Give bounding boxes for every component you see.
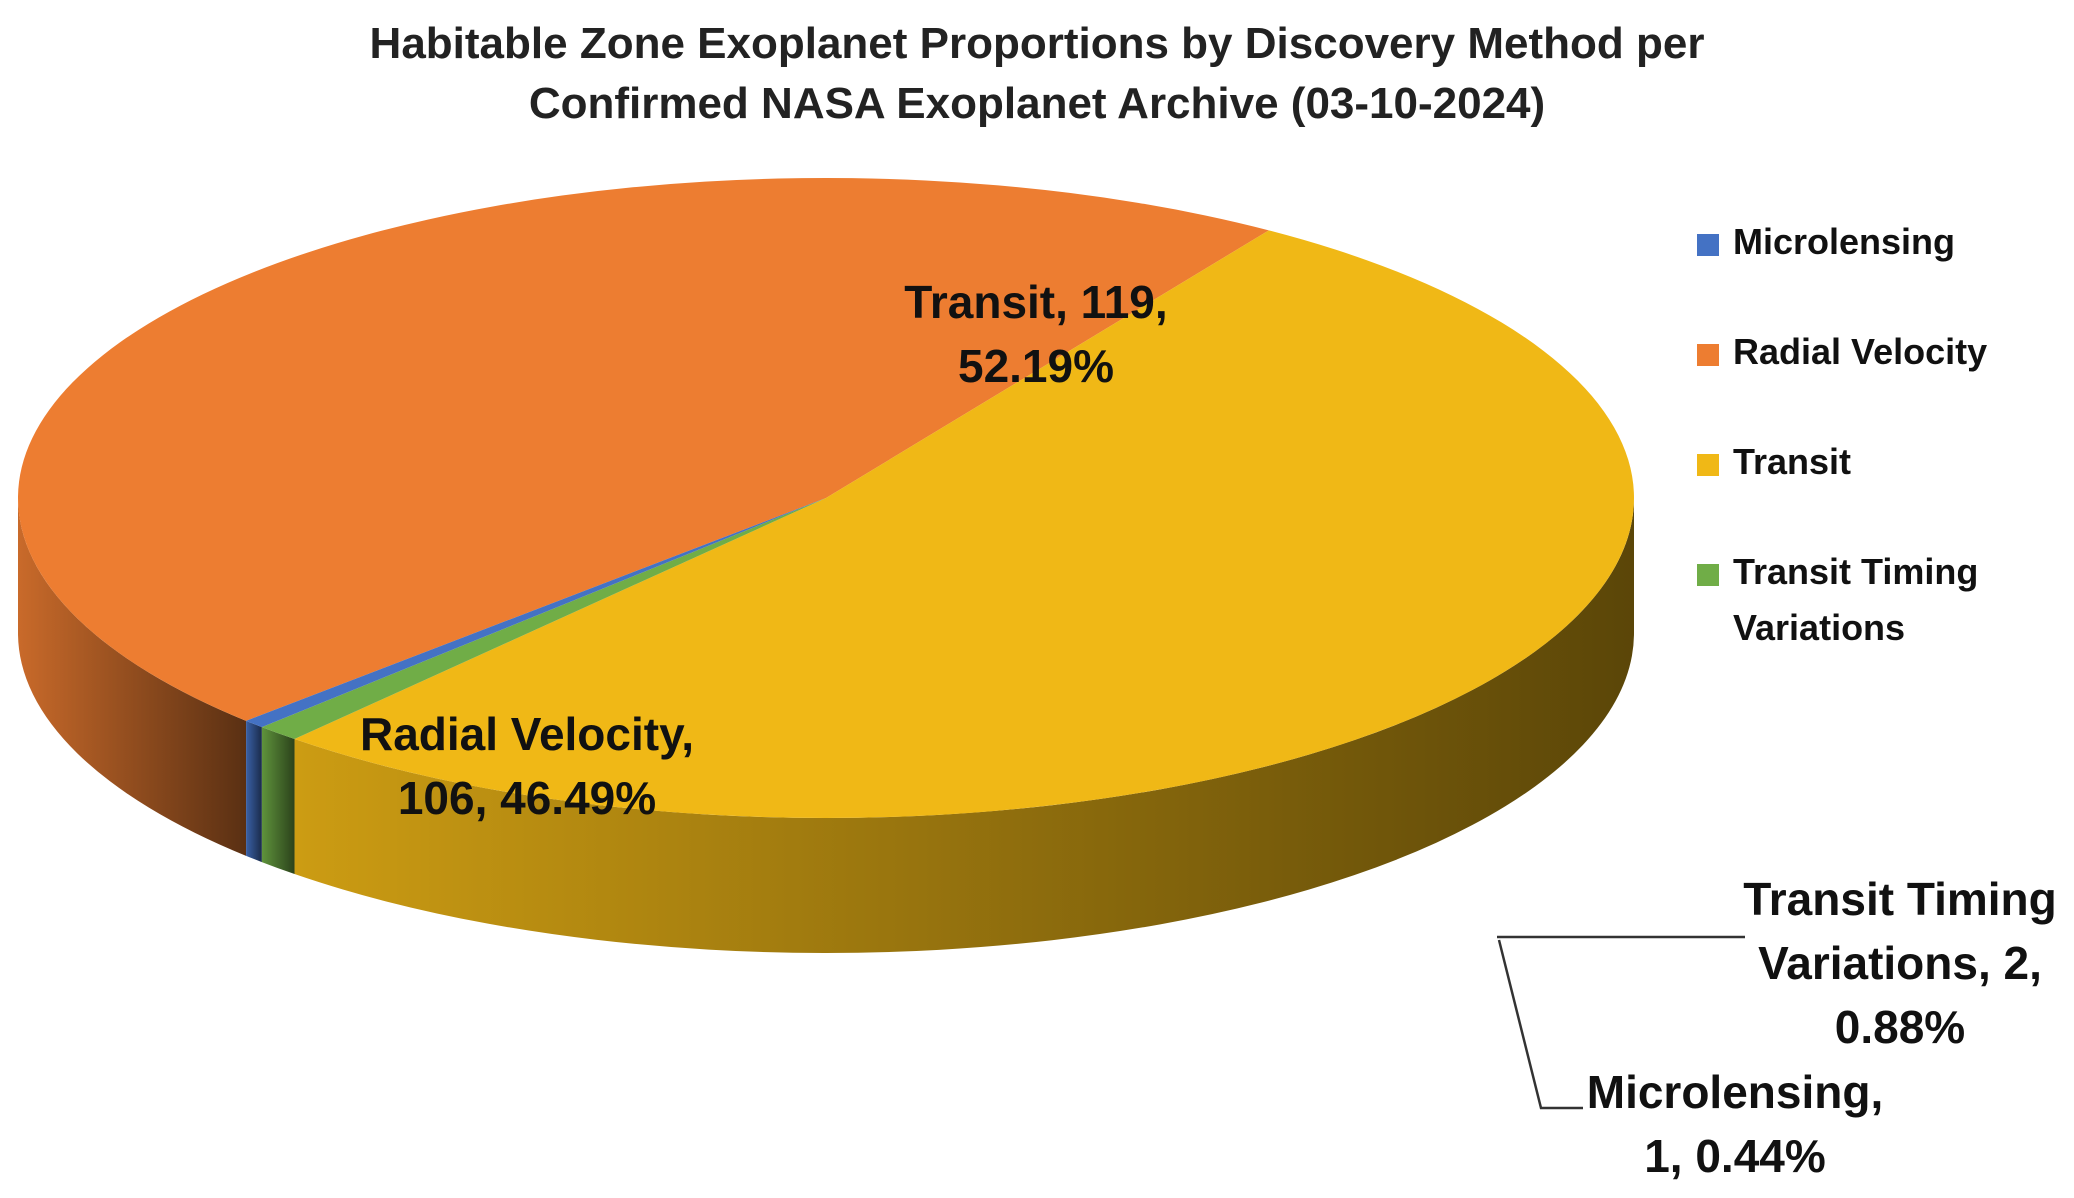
pie-side-radial-velocity — [18, 498, 247, 856]
legend-label-radial-velocity: Radial Velocity — [1733, 331, 1987, 372]
data-label-transit-timing-variations: Transit Timing Variations, 2, 0.88% — [1743, 873, 2057, 1053]
chart-title-line-1: Habitable Zone Exoplanet Proportions by … — [369, 19, 1705, 68]
legend-label-transit: Transit — [1733, 441, 1851, 482]
data-label-radial-velocity: Radial Velocity, 106, 46.49% — [360, 708, 694, 824]
pie-slice-microlensing — [246, 498, 826, 728]
pie-slice-transit-timing-variations — [261, 498, 826, 740]
pie-slice-transit — [294, 230, 1634, 818]
pie-side-transit-timing-variations — [261, 727, 295, 875]
pie-side-wall — [18, 498, 1634, 954]
data-label-transit: Transit, 119, 52.19% — [904, 276, 1167, 392]
chart-title: Habitable Zone Exoplanet Proportions by … — [0, 14, 2074, 134]
leader-line-microlensing — [1497, 939, 1583, 1110]
pie-slice-radial-velocity — [18, 178, 1269, 721]
legend-label-microlensing: Microlensing — [1733, 221, 1955, 262]
legend-swatch-transit-timing-variations — [1697, 564, 1719, 586]
chart-title-line-2: Confirmed NASA Exoplanet Archive (03-10-… — [528, 79, 1546, 128]
legend-swatch-microlensing — [1697, 234, 1719, 256]
data-label-microlensing: Microlensing, 1, 0.44% — [1587, 1066, 1883, 1182]
legend-swatch-radial-velocity — [1697, 344, 1719, 366]
pie-side-transit — [294, 498, 1634, 954]
pie-top — [18, 178, 1634, 818]
legend: Microlensing Radial Velocity Transit Transi… — [1697, 221, 1987, 648]
legend-label-transit-timing-variations: Transit Timing Variations — [1733, 551, 1978, 648]
legend-swatch-transit — [1697, 454, 1719, 476]
pie-side-microlensing — [246, 720, 262, 863]
